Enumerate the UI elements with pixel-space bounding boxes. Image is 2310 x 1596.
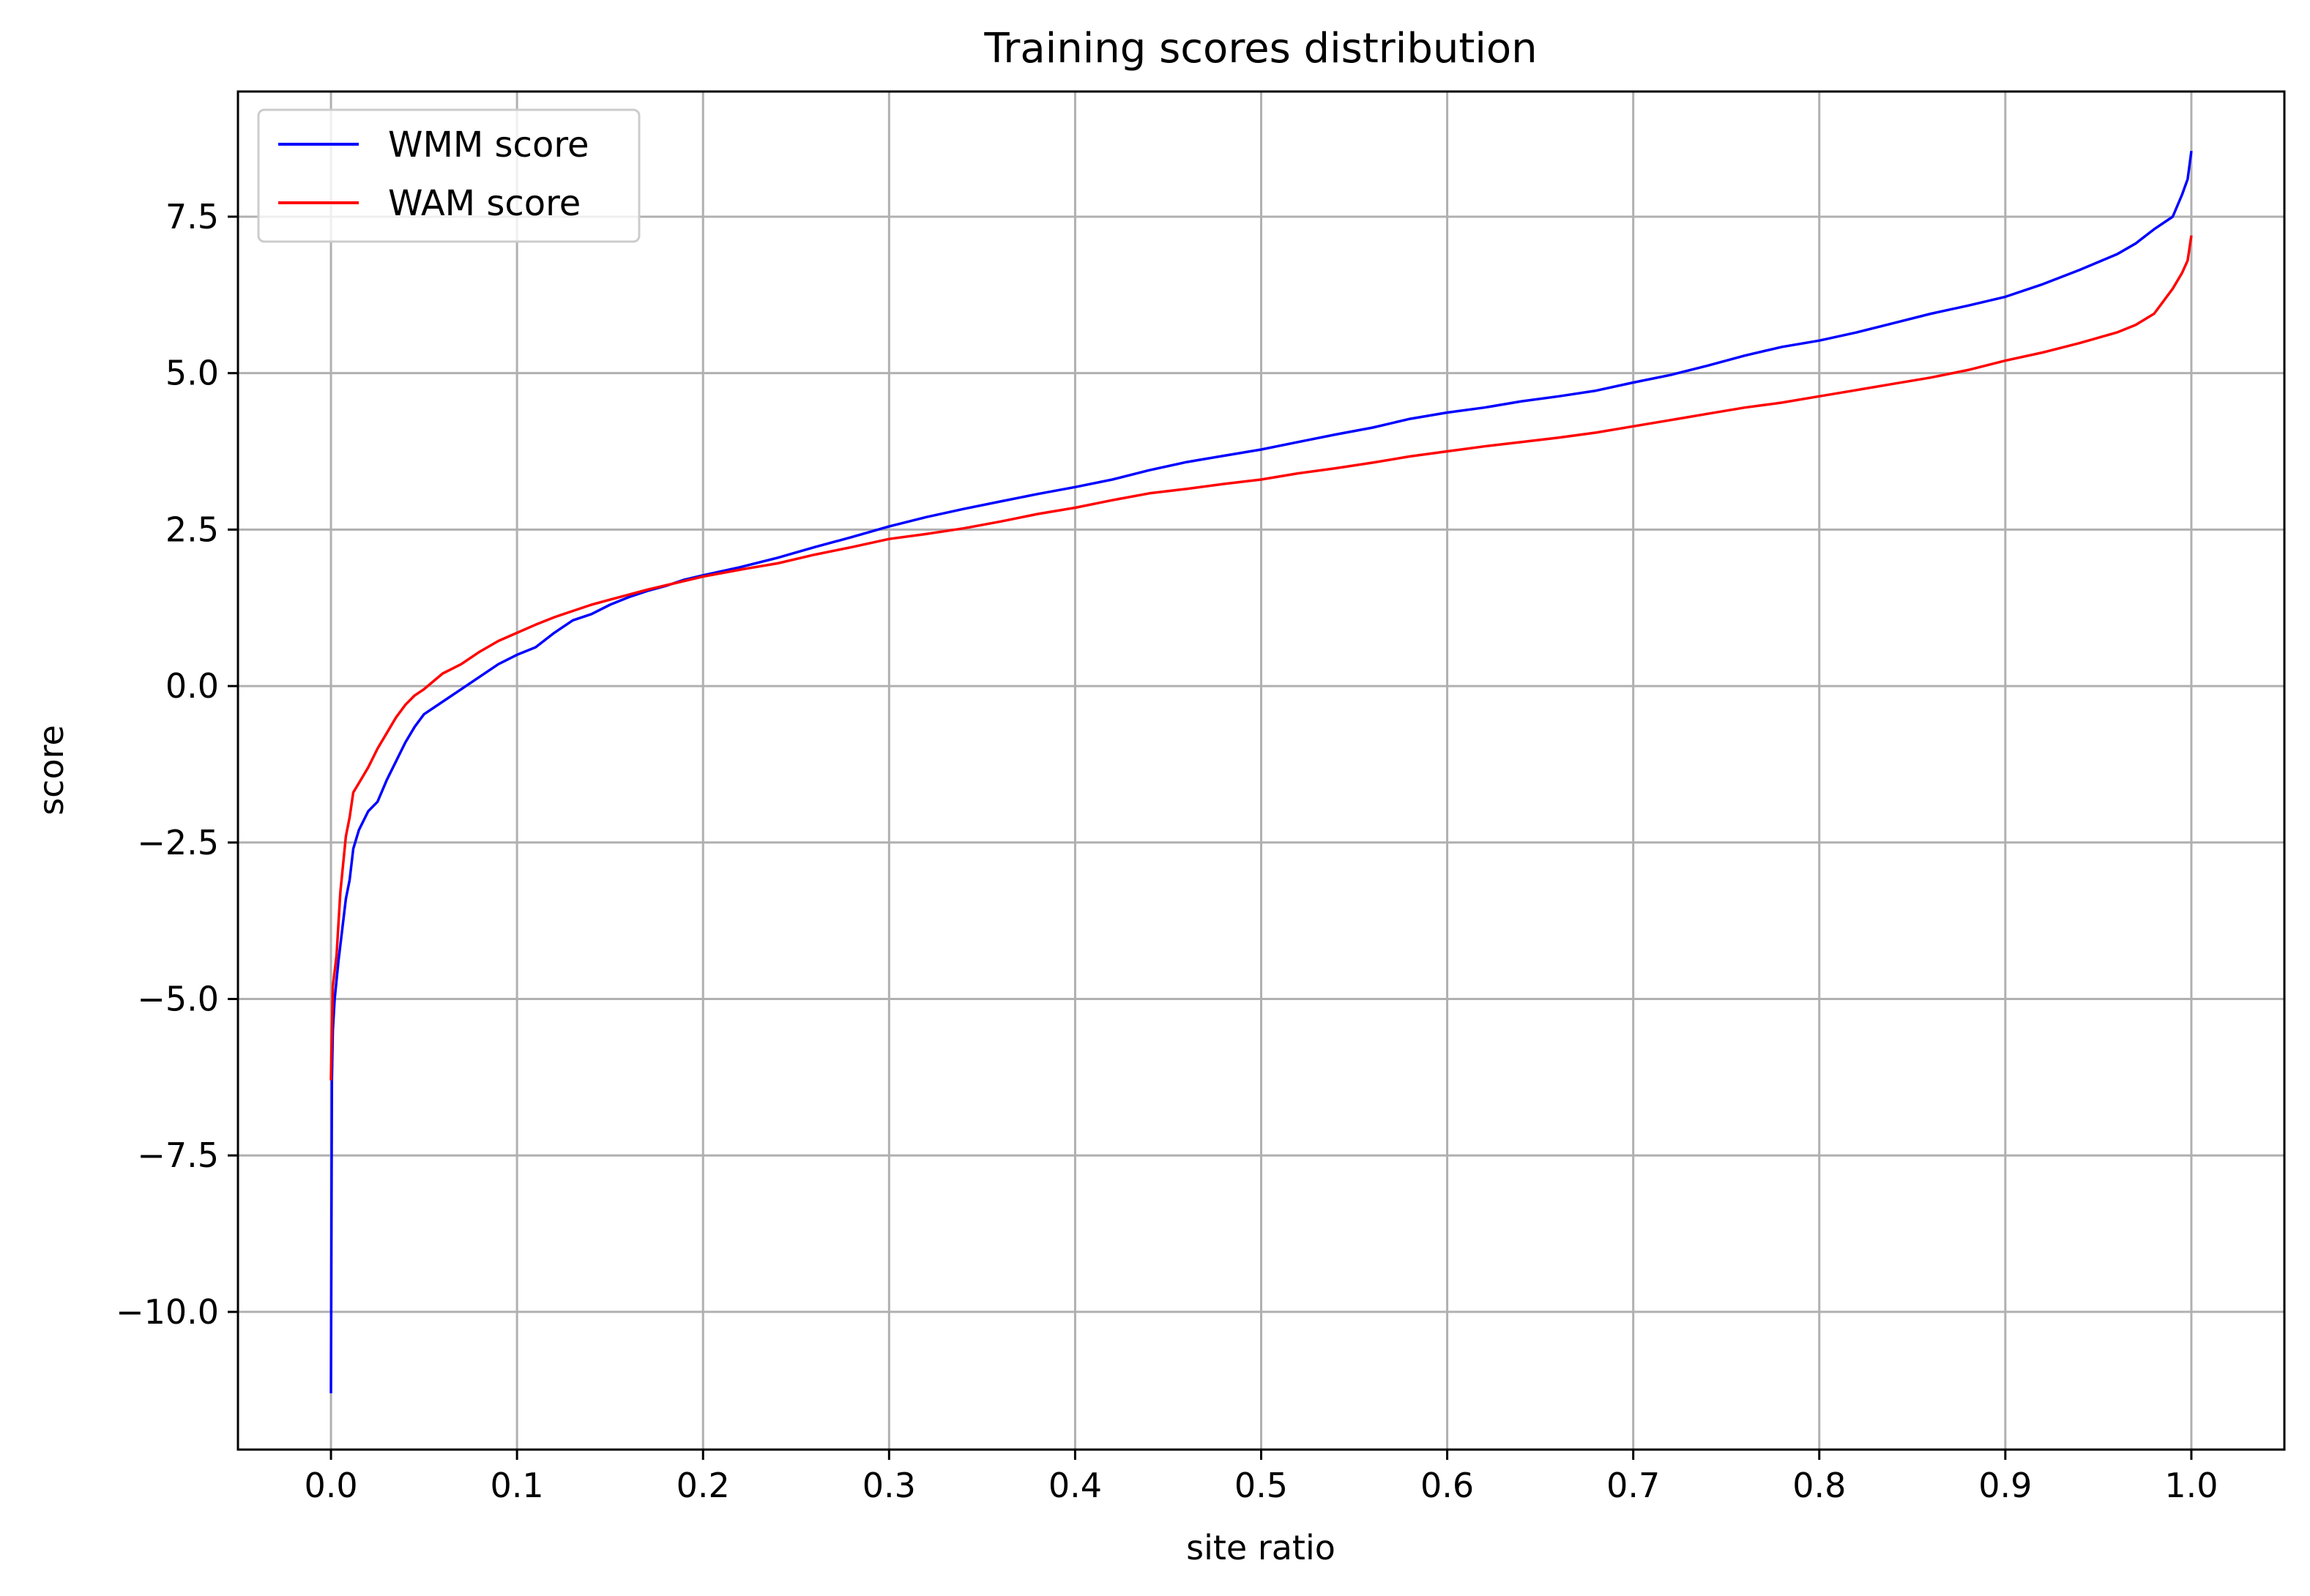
x-tick-label: 0.9	[1978, 1466, 2032, 1505]
x-tick-label: 0.2	[677, 1466, 730, 1505]
x-tick-label: 0.8	[1792, 1466, 1846, 1505]
x-tick-label: 0.4	[1048, 1466, 1102, 1505]
y-axis-label: score	[31, 725, 71, 816]
x-axis-label: site ratio	[1186, 1528, 1335, 1567]
x-tick-label: 1.0	[2164, 1466, 2218, 1505]
legend: WMM score WAM score	[257, 108, 641, 243]
x-tick-label: 0.3	[862, 1466, 916, 1505]
y-tick-label: 7.5	[165, 197, 219, 236]
wmm-score-line	[329, 150, 2193, 1394]
chart-title: Training scores distribution	[983, 25, 1537, 72]
x-tick-label: 0.0	[304, 1466, 357, 1505]
y-tick-label: 5.0	[165, 354, 219, 393]
y-tick-label: −5.0	[137, 980, 219, 1019]
legend-label-wam: WAM score	[388, 183, 581, 224]
y-tick-label: −7.5	[137, 1136, 219, 1175]
grid	[238, 92, 2284, 1450]
x-tick-label: 0.5	[1234, 1466, 1288, 1505]
series-layer	[329, 150, 2193, 1394]
x-tick-label: 0.1	[491, 1466, 544, 1505]
y-tick-label: 2.5	[165, 510, 219, 549]
legend-label-wmm: WMM score	[388, 124, 589, 165]
x-tick-label: 0.6	[1420, 1466, 1474, 1505]
axis-ticks: 0.0 0.1 0.2 0.3 0.4 0.5 0.6 0.7 0.8 0.9 1.0 −10.0 −7…	[116, 197, 2218, 1505]
y-tick-label: 0.0	[165, 666, 219, 706]
x-tick-label: 0.7	[1606, 1466, 1660, 1505]
y-tick-label: −10.0	[116, 1292, 219, 1332]
wam-score-line	[329, 235, 2193, 1081]
y-tick-label: −2.5	[137, 823, 219, 862]
